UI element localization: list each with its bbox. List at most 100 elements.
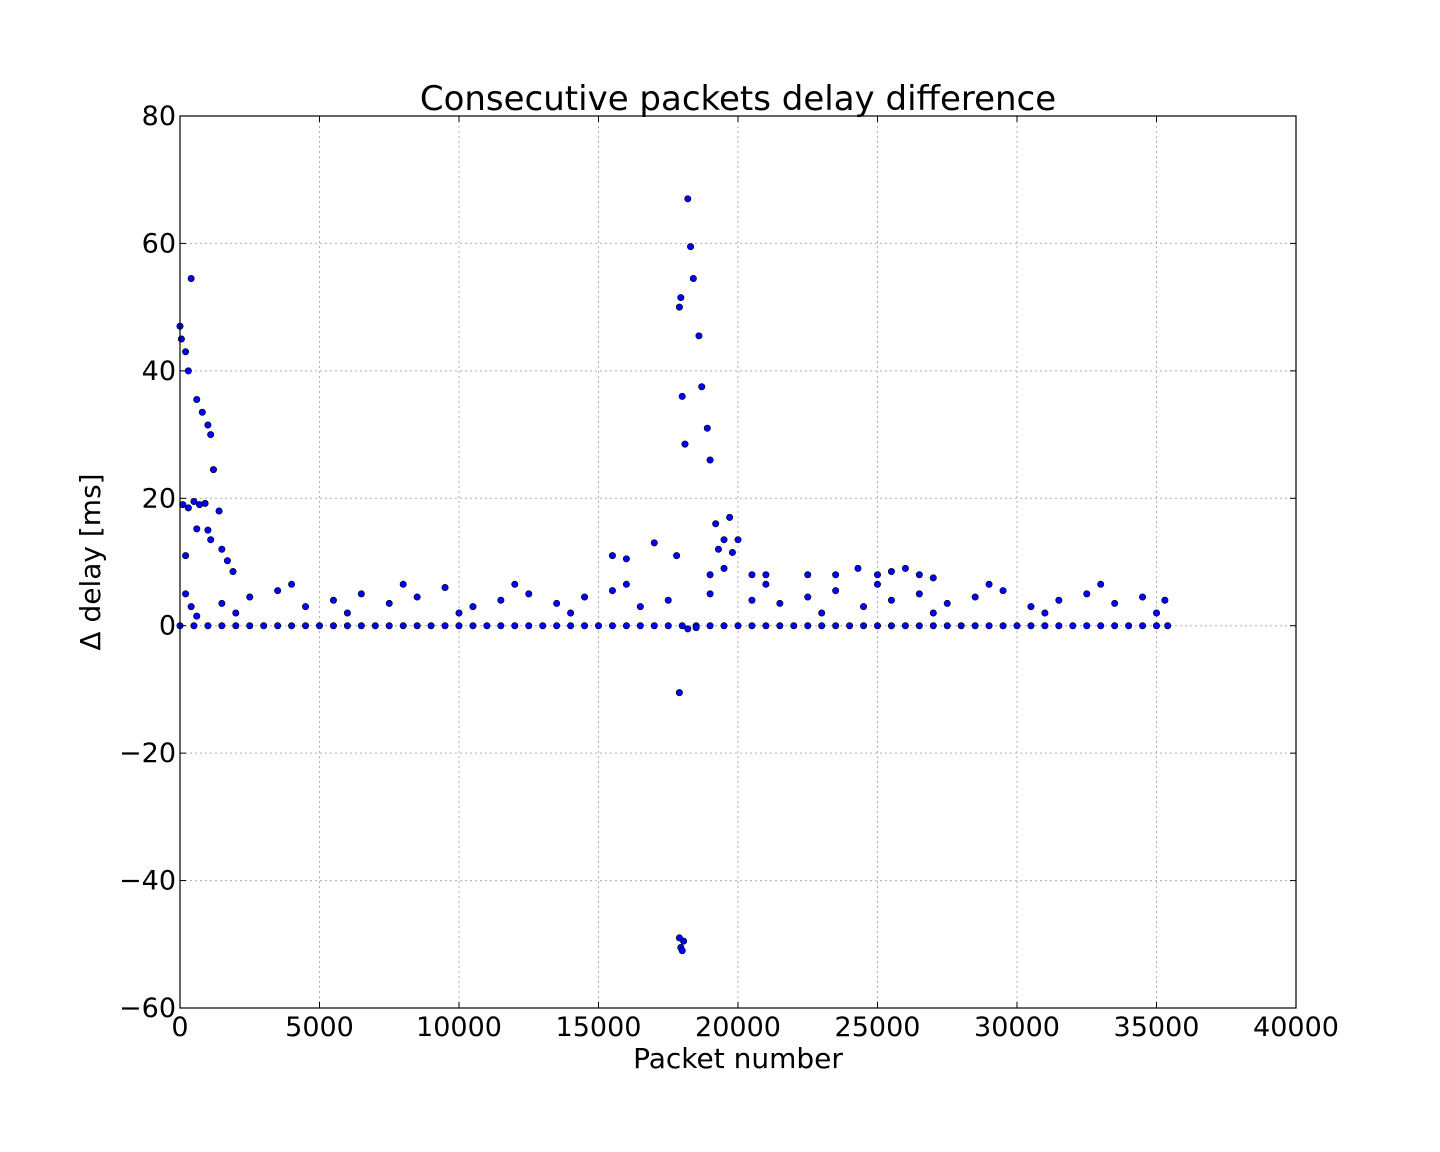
data-point — [497, 596, 505, 604]
data-point — [399, 622, 407, 630]
axis-ticks: 0 5000 10000 15000 20000 25000 30000 35000 40000… — [119, 101, 1339, 1043]
data-point — [929, 622, 937, 630]
data-point — [274, 587, 282, 595]
data-point — [622, 580, 630, 588]
data-point — [790, 622, 798, 630]
data-point — [687, 243, 695, 251]
data-point — [207, 431, 215, 439]
data-point — [1013, 622, 1021, 630]
data-point — [193, 525, 201, 533]
data-point — [748, 596, 756, 604]
data-point — [232, 622, 240, 630]
data-point — [385, 599, 393, 607]
data-point — [594, 622, 602, 630]
data-point — [971, 593, 979, 601]
data-point — [985, 580, 993, 588]
data-point — [999, 587, 1007, 595]
y-tick-label: 40 — [142, 356, 176, 387]
data-point — [804, 593, 812, 601]
data-point — [288, 622, 296, 630]
data-point — [915, 571, 923, 579]
data-point — [1097, 622, 1105, 630]
data-point — [776, 622, 784, 630]
data-point — [207, 536, 215, 544]
data-point — [943, 599, 951, 607]
data-point — [1111, 599, 1119, 607]
data-point — [357, 590, 365, 598]
data-point — [684, 195, 692, 203]
data-points — [176, 195, 1172, 955]
x-tick-label: 35000 — [1114, 1012, 1200, 1043]
data-point — [650, 622, 658, 630]
data-point — [887, 622, 895, 630]
y-tick-label: 0 — [159, 611, 176, 642]
grid — [180, 116, 1296, 1008]
data-point — [706, 590, 714, 598]
data-point — [846, 622, 854, 630]
data-point — [187, 274, 195, 282]
y-tick-label: 80 — [142, 101, 176, 132]
data-point — [712, 520, 720, 528]
data-point — [413, 622, 421, 630]
data-point — [1055, 622, 1063, 630]
data-point — [720, 564, 728, 572]
data-point — [728, 548, 736, 556]
data-point — [873, 571, 881, 579]
data-point — [675, 303, 683, 311]
data-point — [201, 499, 209, 507]
data-point — [622, 555, 630, 563]
data-point — [762, 571, 770, 579]
data-point — [567, 609, 575, 617]
data-point — [177, 335, 185, 343]
y-axis-label: Δ delay [ms] — [74, 473, 107, 650]
data-point — [901, 564, 909, 572]
data-point — [525, 622, 533, 630]
data-point — [187, 603, 195, 611]
data-point — [684, 625, 692, 633]
data-point — [567, 622, 575, 630]
data-point — [209, 466, 217, 474]
data-point — [1055, 596, 1063, 604]
data-point — [678, 622, 686, 630]
data-point — [1083, 622, 1091, 630]
data-point — [706, 622, 714, 630]
data-point — [204, 622, 212, 630]
data-point — [232, 609, 240, 617]
data-point — [223, 557, 231, 565]
y-tick-label: 60 — [142, 228, 176, 259]
data-point — [762, 622, 770, 630]
data-point — [413, 593, 421, 601]
data-point — [553, 599, 561, 607]
data-point — [190, 622, 198, 630]
data-point — [720, 536, 728, 544]
data-point — [873, 622, 881, 630]
data-point — [357, 622, 365, 630]
data-point — [182, 590, 190, 598]
data-point — [190, 497, 198, 505]
data-point — [832, 587, 840, 595]
data-point — [539, 622, 547, 630]
data-point — [1041, 622, 1049, 630]
data-point — [673, 552, 681, 560]
data-point — [675, 689, 683, 697]
data-point — [399, 580, 407, 588]
data-point — [860, 603, 868, 611]
data-point — [193, 612, 201, 620]
data-point — [636, 603, 644, 611]
data-point — [860, 622, 868, 630]
data-point — [1161, 596, 1169, 604]
chart-title: Consecutive packets delay difference — [420, 79, 1056, 119]
data-point — [678, 392, 686, 400]
data-point — [182, 348, 190, 356]
data-point — [854, 564, 862, 572]
data-point — [441, 583, 449, 591]
data-point — [804, 622, 812, 630]
data-point — [681, 440, 689, 448]
data-point — [608, 587, 616, 595]
data-point — [302, 622, 310, 630]
data-point — [329, 622, 337, 630]
data-point — [689, 274, 697, 282]
y-tick-label: −60 — [119, 993, 176, 1024]
data-point — [260, 622, 268, 630]
data-point — [720, 622, 728, 630]
